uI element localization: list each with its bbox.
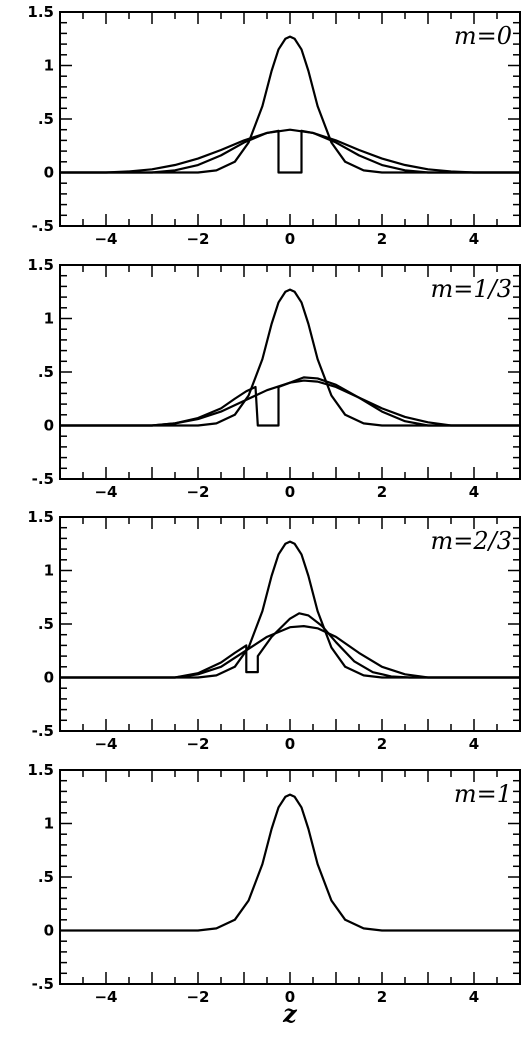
y-tick-label: 1 xyxy=(44,310,54,328)
panel-label: m=1/3 xyxy=(431,275,513,303)
y-tick-label: -.5 xyxy=(32,470,54,488)
y-tick-label: 1 xyxy=(44,562,54,580)
x-tick-label: −4 xyxy=(94,230,117,248)
series-line-2 xyxy=(60,376,520,427)
series-line-0 xyxy=(60,540,520,679)
x-tick-label: 0 xyxy=(285,483,295,501)
series-line-2 xyxy=(60,129,520,174)
x-tick-label: −4 xyxy=(94,735,117,753)
y-tick-label: 1.5 xyxy=(27,508,54,526)
y-tick-label: .5 xyxy=(38,363,54,381)
series-line-2 xyxy=(60,612,520,679)
x-tick-label: 0 xyxy=(285,230,295,248)
x-tick-label: 2 xyxy=(377,230,387,248)
x-tick-label: 0 xyxy=(285,988,295,1006)
y-tick-label: 1 xyxy=(44,815,54,833)
y-tick-label: .5 xyxy=(38,615,54,633)
x-tick-label: −4 xyxy=(94,483,117,501)
x-tick-label: −2 xyxy=(186,988,209,1006)
series-line-0 xyxy=(60,35,520,174)
y-tick-label: -.5 xyxy=(32,722,54,740)
series-line-0 xyxy=(60,288,520,427)
y-tick-label: .5 xyxy=(38,110,54,128)
y-tick-label: 1.5 xyxy=(27,256,54,274)
y-tick-label: -.5 xyxy=(32,975,54,993)
y-tick-label: 1.5 xyxy=(27,761,54,779)
x-tick-label: 0 xyxy=(285,735,295,753)
x-tick-label: −2 xyxy=(186,483,209,501)
panel-2: -.5 0 .5 1 1.5 −4 −2 0 2 4 m=2/3 xyxy=(27,508,521,753)
x-tick-label: −4 xyxy=(94,988,117,1006)
series-line-0 xyxy=(60,793,520,932)
panel-0: -.5 0 .5 1 1.5 −4 −2 0 2 4 m=0 xyxy=(27,3,521,248)
plot-frame xyxy=(59,769,521,985)
y-tick-label: 1 xyxy=(44,57,54,75)
panel-label: m=2/3 xyxy=(431,527,513,555)
x-tick-label: 2 xyxy=(377,483,387,501)
x-tick-label: 4 xyxy=(469,735,479,753)
y-tick-label: .5 xyxy=(38,868,54,886)
panel-label: m=1 xyxy=(454,780,512,808)
x-tick-label: 4 xyxy=(469,483,479,501)
panel-1: -.5 0 .5 1 1.5 −4 −2 0 2 4 m=1/3 xyxy=(27,256,521,501)
x-axis-label: z xyxy=(282,999,298,1028)
x-tick-label: 4 xyxy=(469,230,479,248)
x-tick-label: 4 xyxy=(469,988,479,1006)
y-tick-label: 0 xyxy=(44,417,54,435)
x-tick-label: −2 xyxy=(186,735,209,753)
panel-label: m=0 xyxy=(454,22,512,50)
x-tick-label: 2 xyxy=(377,988,387,1006)
y-tick-label: -.5 xyxy=(32,217,54,235)
x-tick-label: 2 xyxy=(377,735,387,753)
y-tick-label: 0 xyxy=(44,164,54,182)
y-tick-label: 1.5 xyxy=(27,3,54,21)
x-tick-label: −2 xyxy=(186,230,209,248)
y-tick-label: 0 xyxy=(44,922,54,940)
y-tick-label: 0 xyxy=(44,669,54,687)
series-line-1 xyxy=(60,379,520,427)
plot-frame xyxy=(59,11,521,227)
series-line-1 xyxy=(60,625,520,679)
series-line-1 xyxy=(60,128,520,174)
panel-3: -.5 0 .5 1 1.5 −4 −2 0 2 4 m=1 z xyxy=(27,761,521,1028)
